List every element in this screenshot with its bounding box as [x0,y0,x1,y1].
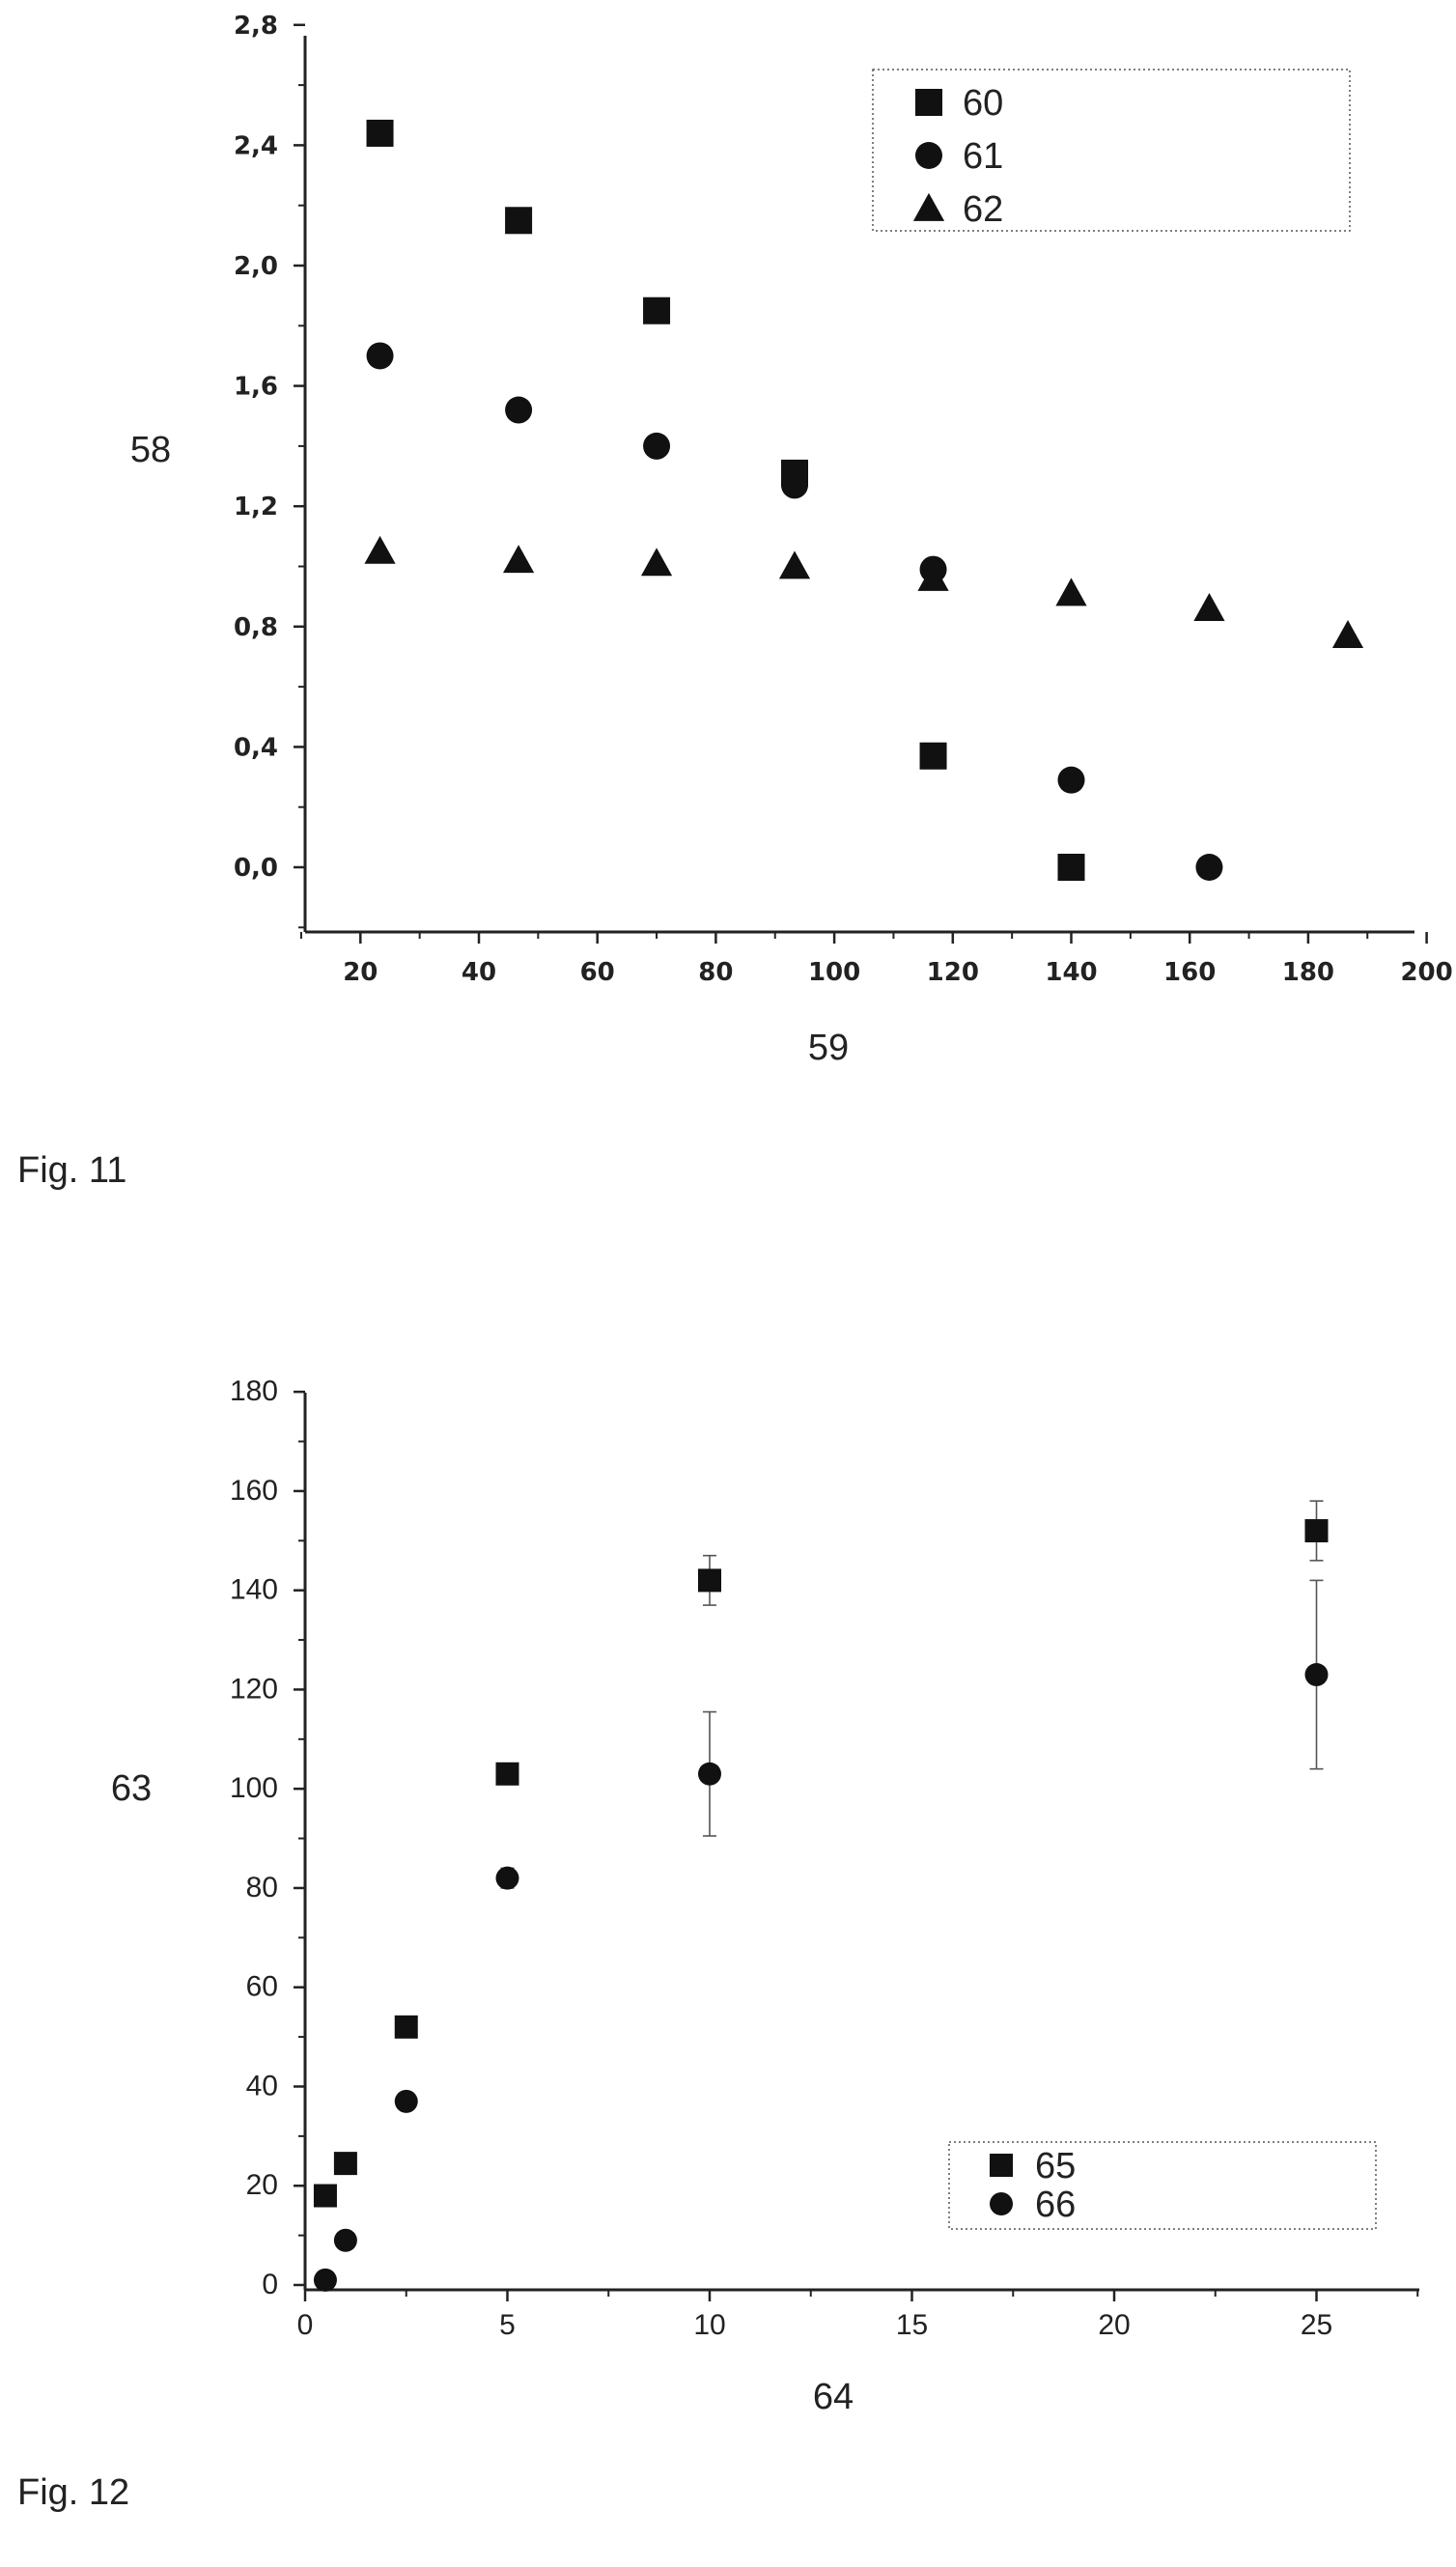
y-tick-label: 40 [246,2070,278,2102]
data-point-series-60 [505,207,533,235]
chart-fig-11: 20 40 60 80 100 120 140 160 180 200 0,0 0,4 0,8 1,2 1,… [17,12,1453,1191]
axes-fig-11 [303,36,1414,934]
data-point-series-61 [1057,766,1085,794]
ticks-fig-12: 0 5 10 15 20 25 0 20 40 60 80 100 120 140 160 180 [230,1375,1419,2341]
data-point-series-60 [919,742,947,770]
legend-label-60: 60 [963,83,1003,124]
y-tick-label: 1,6 [234,373,278,402]
data-point-series-66 [495,1866,519,1890]
data-point-series-66 [333,2228,357,2252]
x-tick-label: 100 [808,958,860,987]
legend-marker-60 [915,89,942,116]
legend-box-fig-11 [872,69,1351,232]
data-point-series-62 [1331,620,1364,649]
data-point-series-62 [640,548,673,577]
data-point-series-62 [1193,593,1225,621]
data-point-series-61 [505,396,533,424]
y-tick-label: 20 [246,2169,278,2201]
y-tick-label: 60 [246,1971,278,2003]
x-tick-label: 5 [499,2309,516,2341]
axes-fig-12 [303,1393,1419,2292]
data-point-series-61 [1195,854,1223,881]
x-tick-label: 20 [343,958,378,987]
data-point-series-62 [778,550,811,579]
y-tick-label: 1,2 [234,493,278,522]
data-point-series-60 [643,296,671,324]
y-tick-label: 160 [230,1475,278,1507]
y-tick-label: 2,0 [234,252,278,281]
x-tick-label: 15 [896,2309,928,2341]
data-point-series-61 [780,471,808,499]
y-tick-label: 80 [246,1872,278,1904]
data-point-series-65 [495,1762,519,1786]
data-point-series-65 [394,2015,418,2039]
y-axis-title-fig-11: 58 [130,430,171,470]
data-point-series-66 [394,2089,418,2113]
y-tick-label: 2,8 [234,12,278,41]
data-point-series-66 [698,1762,721,1786]
ticks-fig-11: 20 40 60 80 100 120 140 160 180 200 0,0 0,4 0,8 1,2 1,… [234,12,1453,987]
data-point-series-65 [313,2184,337,2208]
x-tick-label: 120 [927,958,979,987]
x-tick-label: 40 [462,958,496,987]
x-tick-label: 200 [1400,958,1452,987]
legend-box-fig-12 [948,2141,1377,2230]
y-tick-label: 2,4 [234,131,278,160]
x-tick-label: 0 [297,2309,314,2341]
legend-label-66: 66 [1035,2185,1076,2225]
legend-marker-66 [990,2192,1013,2215]
x-axis-title-fig-11: 59 [808,1028,849,1068]
y-tick-label: 100 [230,1772,278,1804]
marks-fig-11 [364,119,1364,881]
x-tick-label: 80 [698,958,733,987]
data-point-series-62 [364,535,396,564]
x-tick-label: 20 [1098,2309,1130,2341]
legend-marker-65 [990,2154,1013,2177]
y-tick-label: 140 [230,1574,278,1606]
legend-label-61: 61 [963,136,1003,177]
data-point-series-66 [313,2268,337,2292]
data-point-series-65 [1304,1519,1329,1543]
legend-marker-61 [915,142,942,169]
x-tick-label: 10 [693,2309,725,2341]
data-point-series-61 [366,342,394,370]
legend-fig-11: 60 61 62 [912,83,1003,230]
data-point-series-65 [333,2152,357,2176]
x-tick-label: 25 [1301,2309,1332,2341]
data-point-series-62 [1055,578,1087,606]
y-axis-title-fig-12: 63 [111,1768,152,1809]
y-tick-label: 0 [262,2269,278,2300]
legend-label-65: 65 [1035,2146,1076,2186]
y-tick-label: 180 [230,1375,278,1407]
y-tick-label: 0,0 [234,854,278,883]
x-tick-label: 140 [1045,958,1097,987]
legend-marker-62 [912,192,945,221]
data-point-series-60 [366,119,394,147]
y-tick-label: 0,8 [234,613,278,642]
figure-caption-fig-11: Fig. 11 [17,1150,126,1191]
figure-caption-fig-12: Fig. 12 [17,2472,129,2513]
data-point-series-65 [698,1568,721,1593]
y-tick-label: 0,4 [234,733,278,762]
data-point-series-60 [1057,854,1085,881]
data-point-series-62 [503,545,535,574]
data-point-series-66 [1304,1663,1329,1687]
marks-fig-12 [313,1500,1329,2292]
x-axis-title-fig-12: 64 [813,2377,854,2417]
legend-label-62: 62 [963,189,1003,230]
y-tick-label: 120 [230,1673,278,1705]
x-tick-label: 60 [580,958,615,987]
x-tick-label: 160 [1163,958,1216,987]
data-point-series-62 [917,562,949,591]
data-point-series-61 [643,432,671,460]
x-tick-label: 180 [1282,958,1334,987]
